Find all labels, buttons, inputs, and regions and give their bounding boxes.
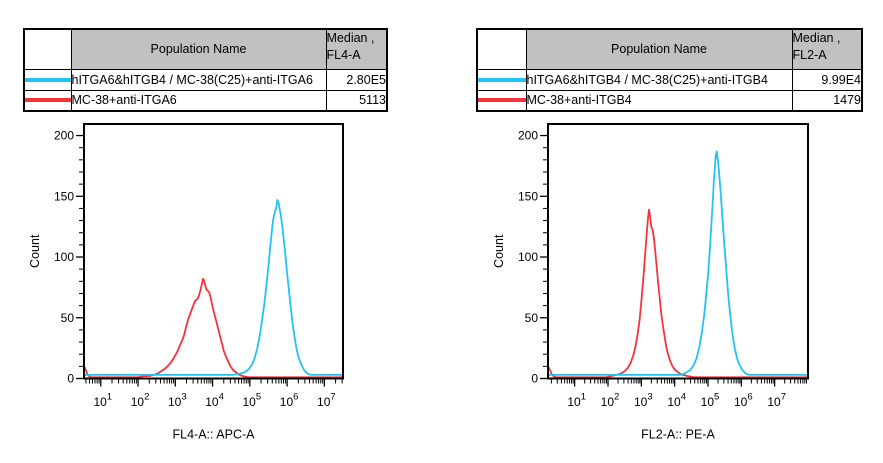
x-tick-label: 103 [634,392,653,410]
column-header-median: Median , FL2-A [791,28,863,70]
y-tick-label: 200 [518,129,538,143]
y-axis-label: Count [492,234,506,268]
table-row: hITGA6&hITGB4 / MC-38(C25)+anti-ITGA6 2.… [23,68,388,91]
curve-red [547,208,808,379]
x-tick-label: 104 [667,392,686,410]
population-stats-table-right: Population Name Median , FL2-A hITGA6&hI… [476,28,863,112]
swatch-cell [23,68,72,91]
x-tick-label: 102 [131,392,150,410]
x-tick-label: 102 [601,392,620,410]
y-tick-label: 100 [54,250,74,264]
series-swatch-red [25,98,70,103]
x-tick-label: 106 [280,392,299,410]
table-row: MC-38+anti-ITGB4 1479 [476,89,863,112]
median-value: 2.80E5 [325,68,388,91]
x-tick-label: 103 [168,392,187,410]
population-stats-table-left: Population Name Median , FL4-A hITGA6&hI… [23,28,388,112]
x-tick-label: 101 [567,392,586,410]
series-swatch-cyan [478,77,525,82]
curve-cyan [548,150,808,376]
median-header-line1: Median , [792,31,841,45]
column-header-population-name: Population Name [70,28,327,70]
table-row: hITGA6&hITGB4 / MC-38(C25)+anti-ITGB4 9.… [476,68,863,91]
median-value: 1479 [791,89,863,112]
curve-cyan [84,199,343,376]
x-tick-label: 104 [205,392,224,410]
swatch-cell [476,68,527,91]
median-header-line2: FL4-A [326,48,361,62]
x-tick-label: 105 [701,392,720,410]
y-axis-label: Count [28,234,42,268]
x-tick-label: 106 [734,392,753,410]
y-tick-label: 150 [518,189,538,203]
flow-histogram-left: 101 102 103 104 105 106 107 0 50 100 150 200FL4-A::… [28,123,344,442]
plot-border [83,123,344,380]
swatch-cell [23,89,72,112]
y-tick-label: 0 [67,372,74,386]
column-header-median: Median , FL4-A [325,28,388,70]
column-header-swatch [476,28,527,70]
y-tick-label: 100 [518,250,538,264]
median-header-line1: Median , [326,31,375,45]
population-name: hITGA6&hITGB4 / MC-38(C25)+anti-ITGB4 [525,68,793,91]
y-tick-label: 50 [525,311,539,325]
y-tick-label: 200 [54,129,74,143]
y-tick-label: 150 [54,189,74,203]
median-header-line2: FL2-A [792,48,827,62]
population-name: MC-38+anti-ITGA6 [70,89,327,112]
y-tick-label: 0 [531,372,538,386]
x-axis-label: FL2-A:: PE-A [641,428,715,442]
column-header-population-name: Population Name [525,28,793,70]
table-header-row: Population Name Median , FL4-A [23,28,388,70]
x-tick-label: 105 [243,392,262,410]
population-name: hITGA6&hITGB4 / MC-38(C25)+anti-ITGA6 [70,68,327,91]
population-name: MC-38+anti-ITGB4 [525,89,793,112]
y-tick-label: 50 [61,311,75,325]
swatch-cell [476,89,527,112]
column-header-swatch [23,28,72,70]
x-tick-label: 101 [93,392,112,410]
table-header-row: Population Name Median , FL2-A [476,28,863,70]
median-value: 5113 [325,89,388,112]
x-tick-label: 107 [767,392,786,410]
curve-red [83,277,343,379]
series-swatch-red [478,98,525,103]
x-axis-label: FL4-A:: APC-A [173,428,256,442]
series-swatch-cyan [25,77,70,82]
flow-histogram-right: 101 102 103 104 105 106 107 0 50 100 150 200FL2-A::… [492,123,809,442]
table-row: MC-38+anti-ITGA6 5113 [23,89,388,112]
median-value: 9.99E4 [791,68,863,91]
plot-border [547,123,809,380]
x-tick-label: 107 [317,392,336,410]
